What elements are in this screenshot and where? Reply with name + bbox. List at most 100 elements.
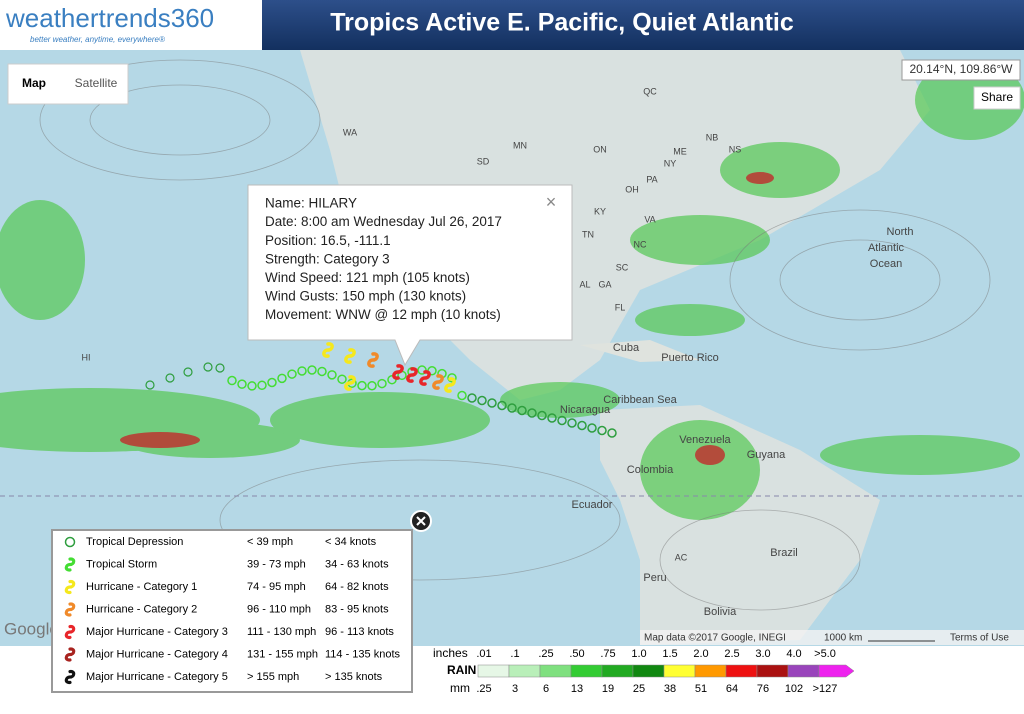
legend-icon [64,602,76,617]
rain-swatch [508,664,541,678]
rain-scale: .01 .1 .25 .50 .75 1.0 1.5 2.0 2.5 3.0 4.0 >5.0 .25 3… [476,648,855,695]
storm-icon [367,352,379,368]
map-label: Ecuador [572,499,613,511]
popup-close[interactable]: × [546,192,557,212]
rain-mm-tick: 13 [571,683,583,695]
storm-legend [51,529,413,693]
track-point [227,375,237,386]
rain-swatch [787,664,820,678]
legend-name: Hurricane - Category 2 [86,603,197,615]
map-label: ME [673,146,687,156]
map-label: SD [477,156,490,166]
legend-mph: 131 - 155 mph [247,648,318,660]
legend-mph: < 39 mph [247,536,293,548]
share-button[interactable]: Share [981,90,1013,104]
track-point [507,403,517,413]
track-point [417,365,427,375]
map-label: NY [664,158,677,168]
legend-icon [64,579,76,595]
track-point [183,367,193,377]
storm-icon [344,348,356,364]
legend-icon [64,536,76,548]
info-popup [247,184,573,367]
storm-icon [392,364,404,380]
popup-line: Position: 16.5, -111.1 [265,233,391,248]
track-point [557,415,567,426]
legend-close-x [416,516,426,526]
legend-knots: 114 - 135 knots [325,648,401,660]
popup-line: Wind Speed: 121 mph (105 knots) [265,270,470,285]
heavy-rain [120,172,774,465]
legend-icon [64,557,76,572]
legend-mph: 39 - 73 mph [247,558,306,570]
rain-inches-label: inches [433,646,468,660]
popup-line: Name: HILARY [265,196,357,211]
rain-swatch [539,664,572,678]
rain-inches-tick: .25 [538,648,553,660]
track-point [517,405,527,416]
map-labels: WASDMNIAMOARMSTNKYOHPANYMEQCNBNSONVANCSC… [82,86,914,618]
track-point [237,379,247,389]
track-point [327,370,337,380]
storm-icon [344,375,356,391]
track-point [307,365,317,375]
map-label: MN [513,140,527,150]
map-label: FL [615,302,626,312]
storm-icon [432,374,444,390]
rain-swatch [632,664,665,678]
rain-inches-tick: .50 [569,648,584,660]
track-point [537,410,547,421]
track-point [527,408,537,418]
track-point [337,374,347,384]
map-button[interactable]: Map [22,76,46,90]
map-label: WA [343,127,357,137]
rain-mm-tick: .25 [476,683,491,695]
map-label: NB [706,132,719,142]
rain-mm-tick: 25 [633,683,645,695]
legend-mph: > 155 mph [247,671,299,683]
legend-icon [64,647,76,662]
track-point [497,400,507,411]
storm-icon [444,377,456,393]
rain-mm-tick: 38 [664,683,676,695]
rain-swatch [818,664,855,678]
storm-icon [419,370,431,386]
map-label: NS [729,144,742,154]
map-label: QC [643,86,657,96]
track-point [215,363,225,373]
rain-swatch [725,664,758,678]
legend-knots: 96 - 113 knots [325,626,394,638]
map-label: VA [644,214,655,224]
track-point [487,398,497,408]
map-label: ON [593,144,607,154]
rain-mm-label: mm [450,681,470,695]
rain-inches-tick: 3.0 [755,648,770,660]
legend-knots: 34 - 63 knots [325,558,389,570]
rain-mm-tick: >127 [813,683,838,695]
scale-label: 1000 km [824,633,862,644]
map-label: Guyana [747,449,786,461]
satellite-button[interactable]: Satellite [75,76,118,90]
legend-rows: Tropical Depression < 39 mph < 34 knots Tro… [64,536,401,685]
share-button-box [973,86,1021,110]
tagline: better weather, anytime, everywhere® [30,35,165,44]
storm-icon [322,342,334,358]
logo-box [0,0,262,50]
rain-inches-tick: .75 [600,648,615,660]
google-logo: Google [4,619,59,638]
map-label: Brazil [770,547,798,559]
rain-inches-tick: 2.5 [724,648,739,660]
coords-box [901,59,1021,81]
logo: weathertrends360 [5,3,214,33]
track-point [367,381,377,391]
map-label: HI [82,352,91,362]
rain-inches-tick: .01 [476,648,491,660]
map-label: Cuba [613,342,640,354]
rain-inches-tick: 1.5 [662,648,677,660]
terms-link[interactable]: Terms of Use [950,633,1009,644]
popup-line: Strength: Category 3 [265,251,390,266]
popup-line: Movement: WNW @ 12 mph (10 knots) [265,307,501,322]
coords: 20.14°N, 109.86°W [910,62,1014,76]
track-point [267,377,277,388]
track-point [567,418,577,428]
